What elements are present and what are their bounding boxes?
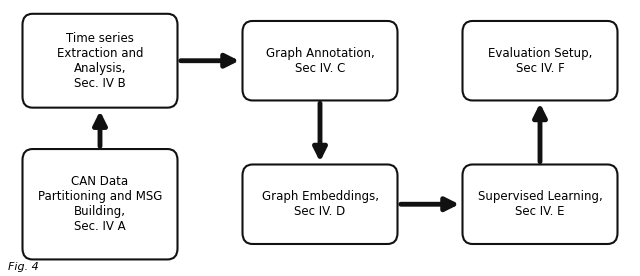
FancyBboxPatch shape — [243, 164, 397, 244]
Text: Graph Annotation,
Sec IV. C: Graph Annotation, Sec IV. C — [266, 47, 374, 75]
FancyBboxPatch shape — [463, 21, 618, 100]
FancyBboxPatch shape — [243, 21, 397, 100]
FancyBboxPatch shape — [22, 14, 177, 108]
Text: Evaluation Setup,
Sec IV. F: Evaluation Setup, Sec IV. F — [488, 47, 592, 75]
Text: Graph Embeddings,
Sec IV. D: Graph Embeddings, Sec IV. D — [262, 190, 378, 218]
FancyBboxPatch shape — [463, 164, 618, 244]
Text: Time series
Extraction and
Analysis,
Sec. IV B: Time series Extraction and Analysis, Sec… — [57, 32, 143, 90]
Text: Supervised Learning,
Sec IV. E: Supervised Learning, Sec IV. E — [477, 190, 602, 218]
Text: Fig. 4: Fig. 4 — [8, 262, 39, 272]
Text: CAN Data
Partitioning and MSG
Building,
Sec. IV A: CAN Data Partitioning and MSG Building, … — [38, 175, 162, 233]
FancyBboxPatch shape — [22, 149, 177, 259]
